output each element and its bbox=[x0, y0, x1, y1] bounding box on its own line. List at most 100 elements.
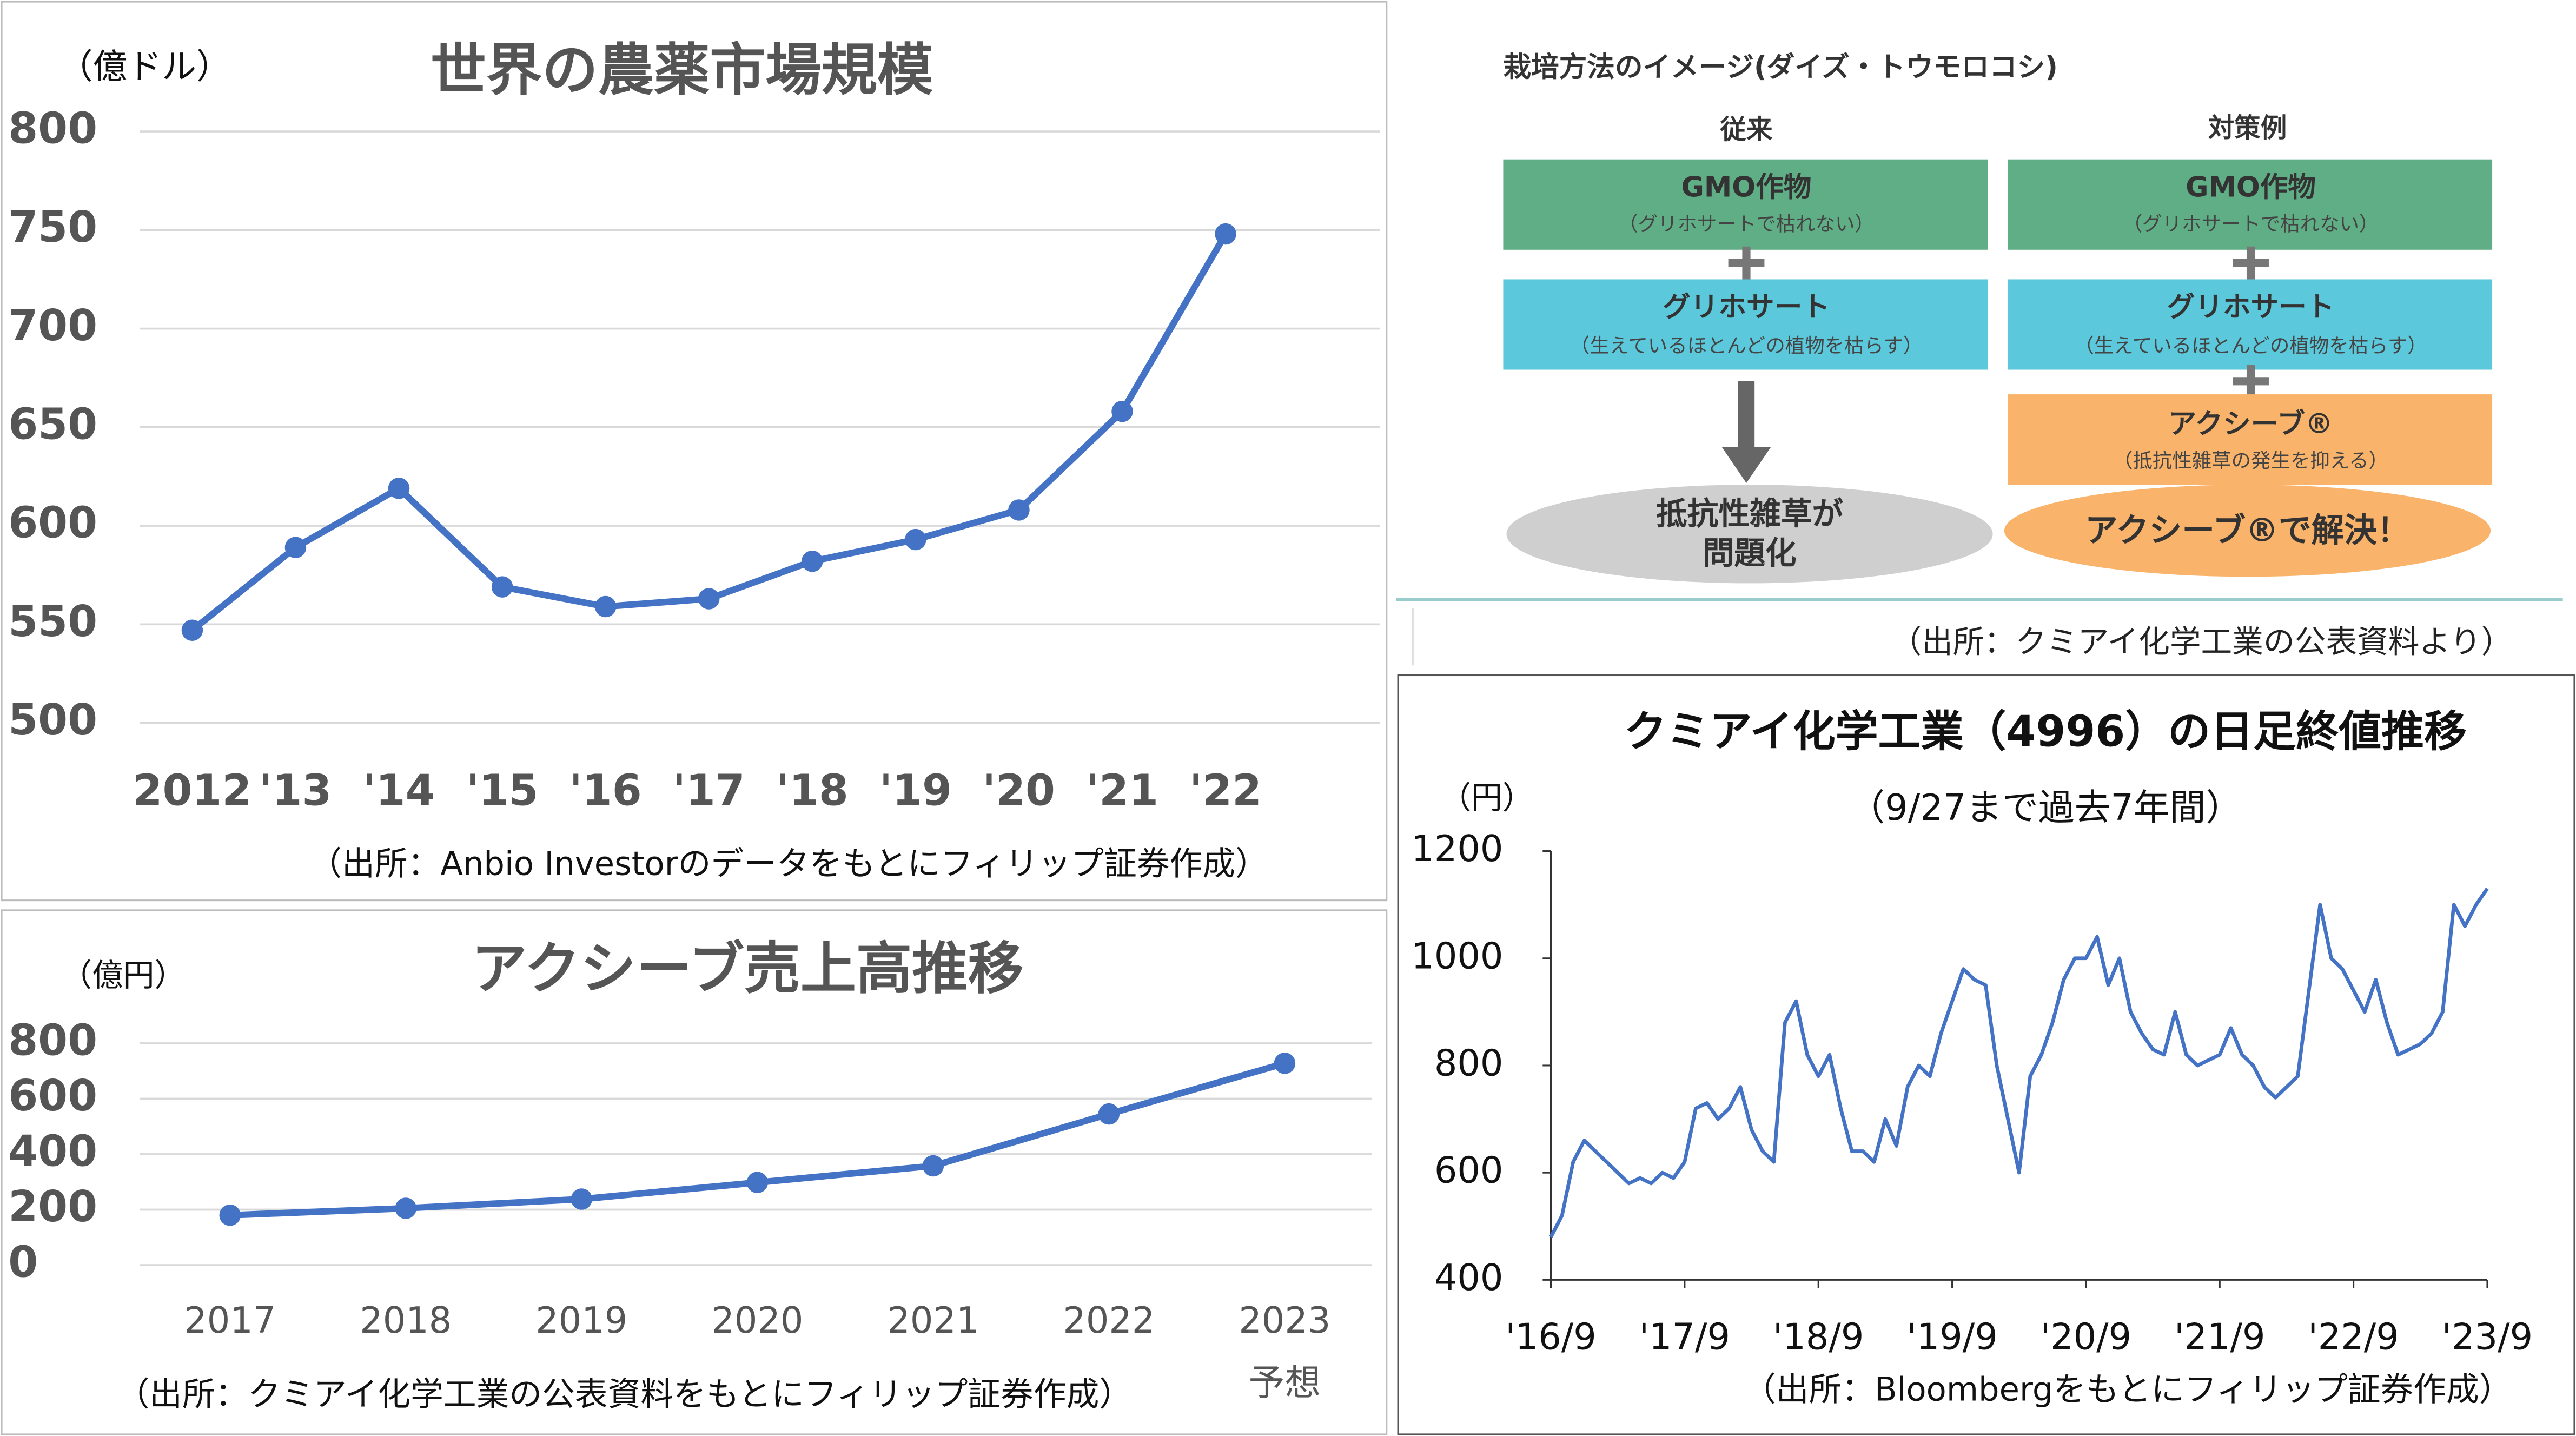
result bbox=[2004, 485, 2491, 577]
marker bbox=[746, 1172, 769, 1194]
diagram: 栽培方法のイメージ(ダイズ・トウモロコシ) 従来 対策例 GMO作物 （グリホサ… bbox=[1503, 51, 2512, 660]
x-tick-label: '18 bbox=[776, 766, 849, 816]
step-note: （生えているほとんどの植物を枯らす） bbox=[2074, 334, 2427, 357]
x-tick-label: '21/9 bbox=[2174, 1315, 2265, 1358]
result-text: 抵抗性雑草が bbox=[1656, 495, 1844, 532]
y-tick-label: 800 bbox=[8, 1015, 97, 1065]
x-tick-label: 2018 bbox=[360, 1299, 452, 1341]
step-note: （グリホサートで枯れない） bbox=[2123, 213, 2379, 236]
y-tick-label: 1200 bbox=[1411, 828, 1503, 870]
marker bbox=[1111, 400, 1133, 422]
y-tick-label: 600 bbox=[8, 498, 97, 548]
x-tick-label: 2017 bbox=[184, 1299, 276, 1341]
column-heading: 従来 bbox=[1719, 115, 1773, 145]
marker bbox=[219, 1205, 241, 1226]
step-box bbox=[2007, 394, 2493, 485]
result-text: アクシーブ®で解決！ bbox=[2085, 512, 2410, 550]
marker bbox=[181, 619, 203, 641]
source: （出所：クミアイ化学工業の公表資料より） bbox=[1890, 623, 2512, 660]
y-tick-label: 400 bbox=[8, 1126, 97, 1176]
x-tick-label: '20 bbox=[983, 766, 1055, 816]
step-box bbox=[2007, 279, 2493, 370]
y-tick-label: 0 bbox=[8, 1237, 38, 1287]
chart-subtitle: （9/27まで過去7年間） bbox=[1849, 786, 2242, 829]
diagram-title: 栽培方法のイメージ(ダイズ・トウモロコシ) bbox=[1503, 51, 2057, 84]
step-note: （生えているほとんどの植物を枯らす） bbox=[1570, 334, 1923, 357]
x-tick-label: '22 bbox=[1189, 766, 1262, 816]
unit-label: （円） bbox=[1440, 779, 1533, 816]
x-tick-label: '19/9 bbox=[1906, 1315, 1997, 1358]
y-tick-label: 400 bbox=[1434, 1256, 1504, 1299]
marker bbox=[1215, 223, 1236, 245]
chart-title: 世界の農薬市場規模 bbox=[431, 38, 933, 103]
x-tick-label: 2021 bbox=[887, 1299, 979, 1341]
step-label: GMO作物 bbox=[1681, 171, 1812, 203]
marker bbox=[284, 537, 307, 558]
line bbox=[1549, 888, 2489, 1238]
x-tick-label: '14 bbox=[362, 766, 435, 816]
y-tick-label: 1000 bbox=[1411, 935, 1503, 977]
marker bbox=[905, 528, 926, 551]
marker bbox=[1008, 499, 1030, 521]
step-box bbox=[1503, 279, 1988, 370]
x-tick-label: 2019 bbox=[535, 1299, 627, 1341]
x-tick-label: 2023 bbox=[1239, 1299, 1330, 1341]
step-label: グリホサート bbox=[2167, 291, 2335, 323]
x-tick-label: '23/9 bbox=[2442, 1315, 2533, 1358]
marker bbox=[388, 478, 410, 499]
y-tick-label: 750 bbox=[8, 202, 97, 252]
y-tick-label: 500 bbox=[8, 695, 97, 745]
plus bbox=[1728, 246, 1765, 280]
x-tick-label: '13 bbox=[259, 766, 332, 816]
y-tick-label: 650 bbox=[8, 399, 97, 449]
x-tick-label: '21 bbox=[1086, 766, 1158, 816]
step-note: （グリホサートで枯れない） bbox=[1618, 213, 1875, 236]
marker bbox=[1098, 1103, 1120, 1125]
column-heading: 対策例 bbox=[2208, 113, 2287, 143]
x-tick-label: '18/9 bbox=[1773, 1315, 1864, 1358]
source: （出所：Bloombergをもとにフィリップ証券作成） bbox=[1743, 1371, 2512, 1409]
marker bbox=[594, 595, 617, 618]
step-box bbox=[1503, 159, 1988, 250]
result-text: 問題化 bbox=[1703, 534, 1797, 571]
x-tick-label: '19 bbox=[879, 766, 952, 816]
result bbox=[1506, 485, 1993, 584]
x-tick-label: '16 bbox=[569, 766, 642, 816]
unit-label: （億ドル） bbox=[58, 47, 231, 87]
chart-title: アクシーブ売上高推移 bbox=[471, 937, 1023, 1002]
marker bbox=[571, 1188, 593, 1210]
source: （出所：Anbio Investorのデータをもとにフィリップ証券作成） bbox=[309, 845, 1268, 883]
panel bbox=[1, 909, 1388, 1435]
x-tick-label: 2022 bbox=[1063, 1299, 1155, 1341]
marker bbox=[491, 576, 513, 598]
plus bbox=[2233, 246, 2269, 280]
x-tick-label: 2012 bbox=[133, 766, 252, 816]
y-tick-label: 800 bbox=[8, 104, 97, 154]
step-label: グリホサート bbox=[1663, 291, 1830, 323]
y-tick-label: 600 bbox=[8, 1071, 97, 1121]
y-tick-label: 200 bbox=[8, 1182, 97, 1232]
x-tick-label: '17/9 bbox=[1639, 1315, 1730, 1358]
panel bbox=[1397, 674, 2575, 1435]
x-tick-label: '22/9 bbox=[2308, 1315, 2399, 1358]
chart-title: クミアイ化学工業（4996）の日足終値推移 bbox=[1624, 706, 2467, 756]
y-tick-label: 800 bbox=[1434, 1042, 1504, 1084]
marker bbox=[698, 588, 720, 610]
x-tick-label: '17 bbox=[673, 766, 745, 816]
panel bbox=[1, 1, 1388, 902]
x-tick-label: '20/9 bbox=[2041, 1315, 2131, 1358]
x-tick-label: 2020 bbox=[711, 1299, 803, 1341]
marker bbox=[802, 550, 823, 572]
marker bbox=[1274, 1053, 1296, 1074]
marker bbox=[395, 1197, 417, 1219]
y-tick-label: 600 bbox=[1434, 1149, 1504, 1192]
step-label: アクシーブ® bbox=[2169, 408, 2333, 440]
x-tick-label: '15 bbox=[466, 766, 539, 816]
step-label: GMO作物 bbox=[2186, 171, 2316, 203]
marker bbox=[922, 1155, 944, 1177]
unit-label: （億円） bbox=[61, 957, 186, 994]
step-note: （抵抗性雑草の発生を抑える） bbox=[2113, 449, 2388, 472]
source: （出所：クミアイ化学工業の公表資料をもとにフィリップ証券作成） bbox=[116, 1376, 1132, 1414]
step-box bbox=[2007, 159, 2493, 250]
